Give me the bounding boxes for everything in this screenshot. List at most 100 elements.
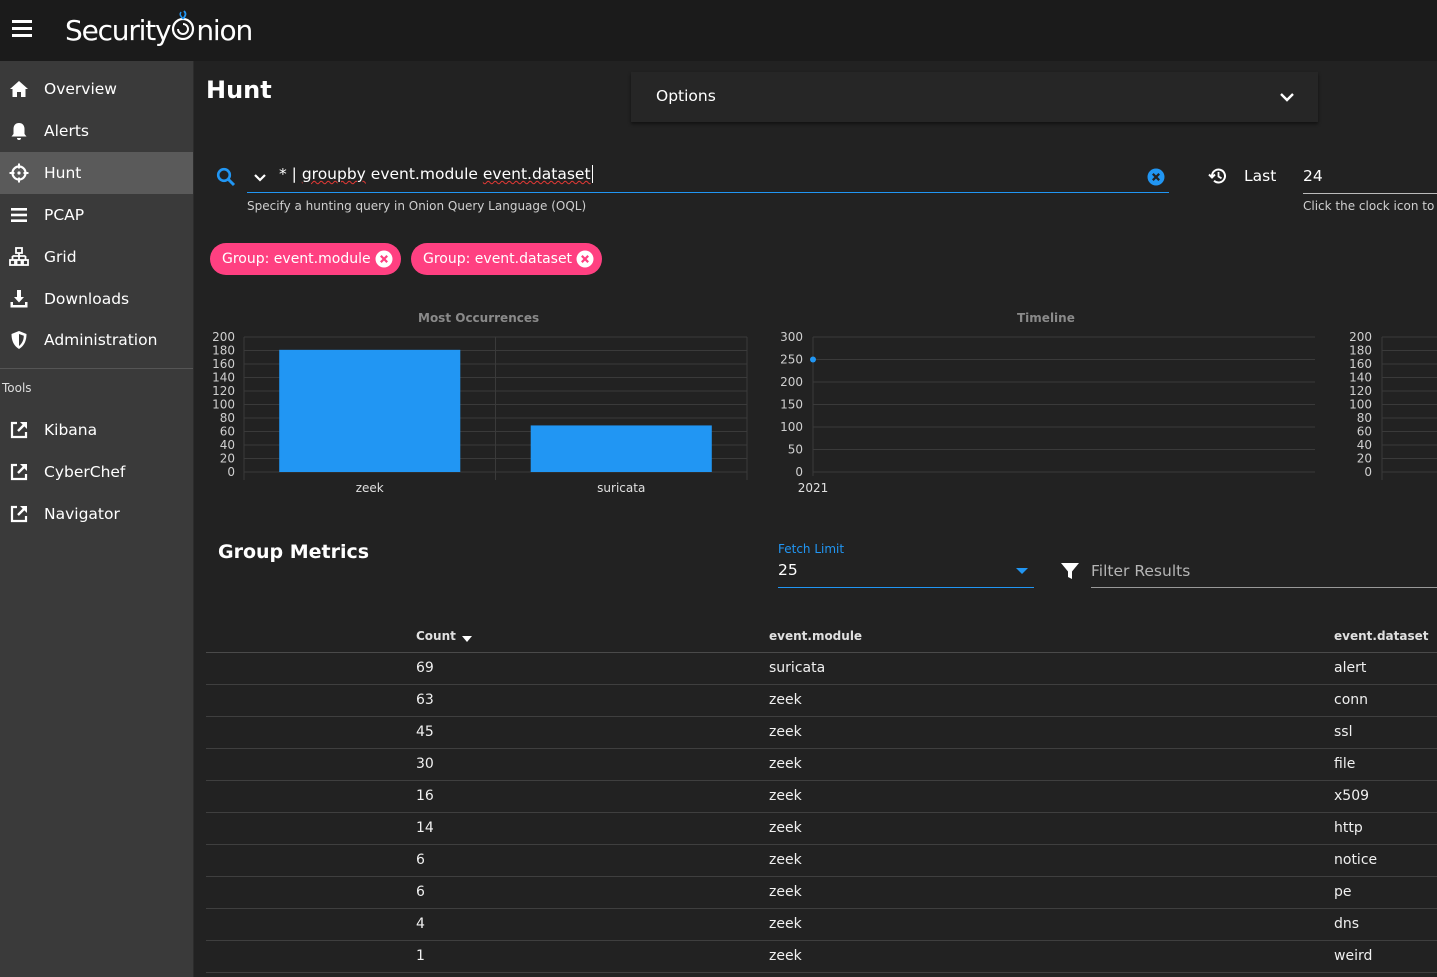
cell-module[interactable]: zeek bbox=[769, 724, 802, 740]
cell-dataset[interactable]: ssl bbox=[1334, 724, 1353, 740]
table-row[interactable]: 14 zeek http bbox=[206, 813, 1437, 845]
cell-dataset[interactable]: conn bbox=[1334, 692, 1369, 708]
y-tick-label: 180 bbox=[212, 344, 235, 358]
cell-count[interactable]: 69 bbox=[416, 660, 434, 676]
cell-dataset[interactable]: http bbox=[1334, 820, 1363, 836]
cell-module[interactable]: zeek bbox=[769, 788, 802, 804]
clear-icon[interactable] bbox=[1147, 168, 1165, 186]
download-icon bbox=[10, 290, 28, 308]
cell-module[interactable]: zeek bbox=[769, 692, 802, 708]
cell-count[interactable]: 6 bbox=[416, 852, 425, 868]
options-label: Options bbox=[656, 87, 716, 105]
sidebar-item-alerts[interactable]: Alerts bbox=[0, 110, 193, 152]
y-tick-label: 80 bbox=[220, 411, 235, 425]
sidebar-item-cyberchef[interactable]: CyberChef bbox=[0, 451, 193, 493]
cell-count[interactable]: 1 bbox=[416, 948, 425, 964]
search-icon[interactable] bbox=[216, 167, 236, 187]
column-header-module[interactable]: event.module bbox=[769, 629, 863, 643]
cell-module[interactable]: zeek bbox=[769, 884, 802, 900]
shield-icon bbox=[11, 331, 27, 349]
y-tick-label: 60 bbox=[220, 425, 235, 439]
timeline-point[interactable] bbox=[810, 356, 816, 363]
table-row[interactable]: 1 zeek weird bbox=[206, 941, 1437, 973]
sitemap-icon bbox=[9, 247, 29, 266]
close-icon[interactable] bbox=[576, 250, 594, 268]
cell-module[interactable]: zeek bbox=[769, 820, 802, 836]
query-input[interactable]: * | groupby event.module event.dataset bbox=[247, 160, 1169, 193]
cell-dataset[interactable]: pe bbox=[1334, 884, 1352, 900]
query-groupby: groupby bbox=[301, 165, 366, 183]
cell-dataset[interactable]: x509 bbox=[1334, 788, 1370, 804]
y-tick-label: 40 bbox=[1357, 438, 1372, 452]
sidebar-item-hunt[interactable]: Hunt bbox=[0, 152, 193, 194]
y-tick-label: 0 bbox=[1364, 465, 1372, 479]
y-tick-label: 250 bbox=[780, 353, 803, 367]
cell-module[interactable]: zeek bbox=[769, 852, 802, 868]
cell-count[interactable]: 6 bbox=[416, 884, 425, 900]
cell-dataset[interactable]: alert bbox=[1334, 660, 1367, 676]
fetch-limit-select[interactable]: Fetch Limit 25 bbox=[778, 540, 1034, 588]
sidebar-item-kibana[interactable]: Kibana bbox=[0, 409, 193, 451]
cell-module[interactable]: zeek bbox=[769, 756, 802, 772]
history-icon[interactable] bbox=[1208, 166, 1228, 186]
cell-dataset[interactable]: dns bbox=[1334, 916, 1360, 932]
fetch-limit-value: 25 bbox=[778, 561, 798, 579]
table-row[interactable]: 63 zeek conn bbox=[206, 685, 1437, 717]
bar-zeek[interactable] bbox=[279, 349, 461, 472]
cell-count[interactable]: 30 bbox=[416, 756, 434, 772]
chip-label: Group: event.module bbox=[222, 251, 371, 267]
timeline-chart: 0 50 100 150 200 250 300 2021 bbox=[780, 330, 1315, 495]
time-range-input[interactable]: 24 bbox=[1303, 160, 1437, 194]
table-row[interactable]: 16 zeek x509 bbox=[206, 781, 1437, 813]
cell-dataset[interactable]: file bbox=[1334, 756, 1356, 772]
cell-module[interactable]: zeek bbox=[769, 916, 802, 932]
cell-count[interactable]: 14 bbox=[416, 820, 434, 836]
column-header-dataset[interactable]: event.dataset bbox=[1334, 629, 1429, 643]
y-tick-label: 160 bbox=[212, 357, 235, 371]
sidebar-item-label: Kibana bbox=[44, 421, 98, 439]
query-hint: Specify a hunting query in Onion Query L… bbox=[247, 199, 587, 213]
y-tick-label: 160 bbox=[1349, 357, 1372, 371]
options-expansion-panel[interactable]: Options bbox=[631, 72, 1318, 122]
sidebar-item-label: Hunt bbox=[44, 164, 82, 182]
filter-icon bbox=[1061, 563, 1079, 579]
menu-icon[interactable] bbox=[12, 20, 32, 38]
close-icon[interactable] bbox=[375, 250, 393, 268]
sidebar-item-administration[interactable]: Administration bbox=[0, 319, 193, 361]
sidebar-item-downloads[interactable]: Downloads bbox=[0, 278, 193, 320]
group-chip-module[interactable]: Group: event.module bbox=[210, 243, 401, 275]
table-row[interactable]: 6 zeek notice bbox=[206, 845, 1437, 877]
table-row[interactable]: 4 zeek dns bbox=[206, 909, 1437, 941]
external-link-icon bbox=[10, 505, 28, 523]
time-range-value: 24 bbox=[1303, 167, 1323, 185]
cell-count[interactable]: 16 bbox=[416, 788, 434, 804]
chevron-down-icon[interactable] bbox=[253, 171, 267, 185]
cell-module[interactable]: suricata bbox=[769, 660, 826, 676]
cell-dataset[interactable]: weird bbox=[1334, 948, 1373, 964]
sidebar-item-pcap[interactable]: PCAP bbox=[0, 194, 193, 236]
sidebar-item-navigator[interactable]: Navigator bbox=[0, 493, 193, 535]
column-header-count[interactable]: Count bbox=[416, 629, 472, 643]
sidebar-item-grid[interactable]: Grid bbox=[0, 236, 193, 278]
cell-count[interactable]: 4 bbox=[416, 916, 425, 932]
table-row[interactable]: 6 zeek pe bbox=[206, 877, 1437, 909]
bar-suricata[interactable] bbox=[530, 425, 712, 472]
cell-count[interactable]: 63 bbox=[416, 692, 434, 708]
security-onion-logo[interactable]: Security nion bbox=[65, 8, 253, 52]
cell-count[interactable]: 45 bbox=[416, 724, 434, 740]
group-chip-dataset[interactable]: Group: event.dataset bbox=[411, 243, 603, 275]
cell-module[interactable]: zeek bbox=[769, 948, 802, 964]
filter-results-input[interactable] bbox=[1091, 556, 1437, 586]
cell-dataset[interactable]: notice bbox=[1334, 852, 1378, 868]
table-row[interactable]: 69 suricata alert bbox=[206, 653, 1437, 685]
y-tick-label: 120 bbox=[1349, 384, 1372, 398]
y-tick-label: 80 bbox=[1357, 411, 1372, 425]
external-link-icon bbox=[10, 463, 28, 481]
table-row[interactable]: 30 zeek file bbox=[206, 749, 1437, 781]
chart-title-occurrences: Most Occurrences bbox=[418, 311, 540, 325]
table-row[interactable]: 45 zeek ssl bbox=[206, 717, 1437, 749]
query-text: * | groupby event.module event.dataset bbox=[279, 165, 593, 183]
table-header-row: Count event.module event.dataset bbox=[206, 620, 1437, 653]
x-tick-label: 2021 bbox=[798, 481, 829, 495]
sidebar-item-overview[interactable]: Overview bbox=[0, 68, 193, 110]
